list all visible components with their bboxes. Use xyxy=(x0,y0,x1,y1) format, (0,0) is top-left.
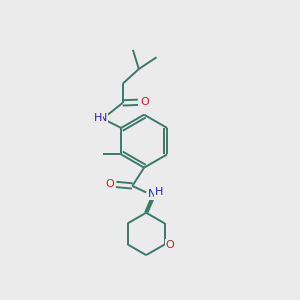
Text: O: O xyxy=(166,239,174,250)
Text: N: N xyxy=(148,189,156,199)
Text: O: O xyxy=(105,179,114,190)
Text: O: O xyxy=(140,97,149,107)
Text: H: H xyxy=(94,113,103,124)
Text: N: N xyxy=(99,113,108,124)
Text: H: H xyxy=(154,187,163,197)
